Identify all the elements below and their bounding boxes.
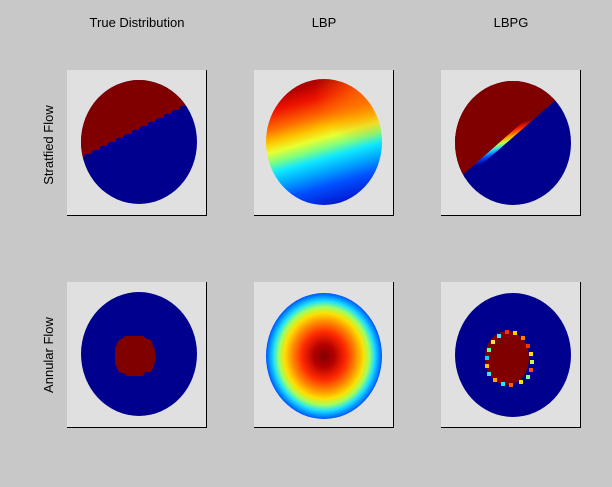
stratified-true-image (81, 80, 197, 204)
annular-lbpg-image (455, 293, 571, 417)
dark-red-core (485, 331, 529, 385)
stratified-lbp-image (266, 79, 382, 205)
annular-lbp-image (266, 293, 382, 419)
panel-annular-lbpg (441, 282, 581, 428)
dark-red-region (455, 81, 571, 194)
stratified-lbpg-image (455, 81, 571, 205)
lbp-highlight (266, 79, 382, 205)
panel-stratified-lbp (254, 70, 394, 216)
row-label-annular-flow: Annular Flow (41, 317, 56, 393)
panel-stratified-true (67, 70, 207, 216)
panel-annular-true (67, 282, 207, 428)
column-title-lbpg: LBPG (493, 15, 529, 30)
lbp-radial-fill (266, 293, 382, 419)
dark-red-core (115, 336, 155, 376)
panel-annular-lbp (254, 282, 394, 428)
row-label-stratified-flow: Stratfied Flow (41, 105, 56, 185)
panel-stratified-lbpg (441, 70, 581, 216)
annular-true-image (81, 292, 197, 416)
column-title-true-distribution: True Distribution (89, 15, 185, 30)
column-title-lbp: LBP (311, 15, 337, 30)
boundary-speckles (485, 330, 534, 387)
